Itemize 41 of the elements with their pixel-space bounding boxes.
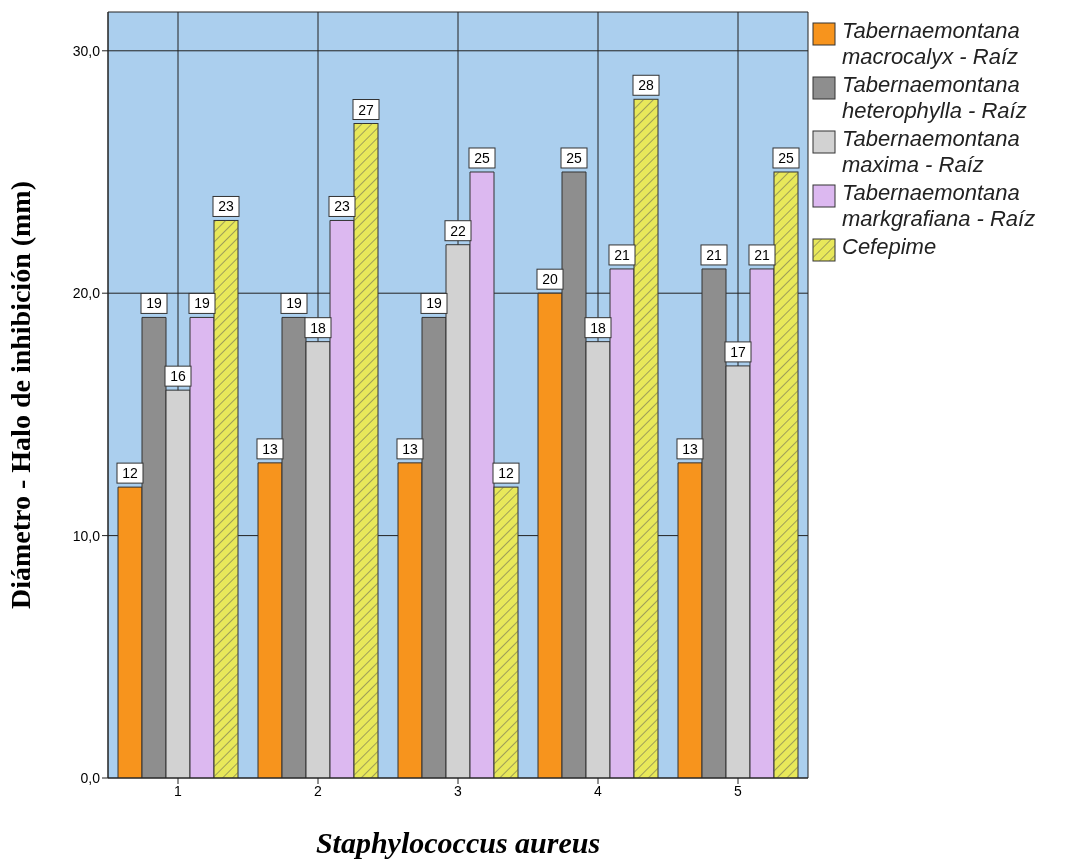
y-axis-title: Diámetro - Halo de inhibición (mm) (4, 180, 36, 610)
data-label: 12 (122, 465, 138, 482)
data-label: 22 (450, 222, 466, 239)
y-tick-label: 0,0 (80, 769, 101, 786)
y-tick-label: 30,0 (72, 42, 101, 59)
x-axis-title: Staphylococcus aureus (315, 826, 601, 859)
data-label: 21 (706, 246, 722, 263)
data-label: 21 (614, 246, 630, 263)
data-label: 19 (286, 295, 302, 312)
legend-label: Tabernaemontana markgrafiana - Raíz (842, 180, 1037, 232)
data-label: 25 (566, 149, 582, 166)
data-label: 19 (194, 295, 210, 312)
data-label: 23 (334, 198, 350, 215)
data-label: 18 (590, 319, 606, 336)
data-label: 18 (310, 319, 326, 336)
data-label: 19 (146, 295, 162, 312)
x-tick-label: 1 (174, 782, 183, 799)
data-label: 19 (426, 295, 442, 312)
y-tick-label: 20,0 (72, 285, 101, 302)
x-tick-label: 2 (314, 782, 323, 799)
y-tick-label: 10,0 (72, 527, 101, 544)
data-label: 27 (358, 101, 374, 118)
legend-label: Cefepime (842, 234, 937, 260)
x-tick-label: 4 (594, 782, 603, 799)
legend-label: Tabernaemontana macrocalyx - Raíz (842, 18, 1021, 70)
legend-label: Tabernaemontana heterophylla - Raíz (842, 72, 1028, 124)
data-label: 17 (730, 343, 746, 360)
data-label: 12 (498, 465, 514, 482)
data-label: 23 (218, 198, 234, 215)
data-label: 25 (474, 149, 490, 166)
x-tick-label: 3 (454, 782, 463, 799)
data-label: 21 (754, 246, 770, 263)
data-label: 13 (402, 440, 418, 457)
data-label: 20 (542, 271, 558, 288)
data-label: 28 (638, 77, 654, 94)
x-tick-label: 5 (734, 782, 743, 799)
data-label: 13 (262, 440, 278, 457)
data-label: 13 (682, 440, 698, 457)
legend-label: Tabernaemontana maxima - Raíz (842, 126, 1021, 178)
data-label: 16 (170, 368, 186, 385)
data-label: 25 (778, 149, 794, 166)
